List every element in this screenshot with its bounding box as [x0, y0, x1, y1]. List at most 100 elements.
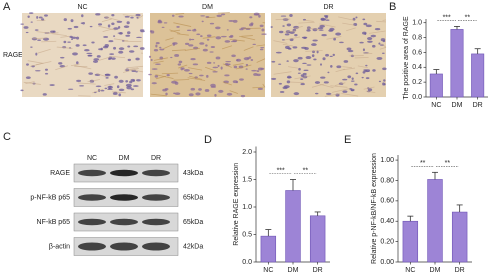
- fiber: [41, 40, 57, 43]
- nucleus: [278, 30, 284, 34]
- nucleus: [37, 39, 42, 41]
- nucleus: [215, 56, 221, 60]
- nucleus: [302, 62, 307, 65]
- band: [142, 218, 170, 226]
- y-axis-label: Relative RAGE expression: [233, 163, 240, 246]
- panel-label: A: [3, 1, 11, 13]
- nucleus: [217, 64, 220, 67]
- nucleus: [224, 40, 231, 43]
- nucleus: [339, 41, 344, 44]
- nucleus: [184, 42, 190, 46]
- nucleus: [292, 46, 298, 49]
- nucleus: [260, 47, 265, 49]
- nucleus: [75, 44, 80, 47]
- nucleus: [350, 80, 355, 82]
- y-tick-label: 0.4: [412, 64, 422, 71]
- fiber: [305, 50, 323, 52]
- nucleus: [199, 42, 205, 45]
- nucleus: [49, 84, 55, 86]
- panel-label: C: [3, 131, 11, 143]
- nucleus: [128, 50, 135, 53]
- nucleus: [243, 57, 250, 61]
- nucleus: [364, 32, 367, 36]
- fiber: [241, 35, 253, 37]
- nucleus: [325, 92, 332, 95]
- fiber: [273, 71, 292, 75]
- fiber: [256, 44, 266, 47]
- y-axis-label: Relative p-NF-kB/NF-kB expression: [371, 153, 378, 264]
- nucleus: [335, 32, 342, 36]
- nucleus: [174, 92, 181, 96]
- nucleus: [259, 48, 264, 51]
- nucleus: [116, 20, 123, 23]
- nucleus: [226, 29, 229, 31]
- nucleus: [220, 13, 226, 16]
- bar: [451, 211, 468, 263]
- nucleus: [294, 34, 298, 37]
- y-tick-label: 0.6: [412, 49, 422, 56]
- nucleus: [118, 79, 124, 83]
- band: [110, 194, 138, 201]
- fiber: [222, 81, 232, 86]
- fiber: [283, 36, 301, 41]
- nucleus: [129, 80, 133, 84]
- nucleus: [245, 68, 248, 70]
- nucleus: [178, 15, 184, 18]
- bar: [260, 235, 277, 263]
- x-tick-label: DR: [313, 267, 323, 274]
- y-tick-label: 0.8: [412, 34, 422, 41]
- nucleus: [125, 83, 132, 87]
- band: [78, 169, 106, 177]
- y-tick-label: 0.0: [412, 94, 422, 101]
- nucleus: [105, 76, 109, 79]
- nucleus: [124, 15, 130, 18]
- nucleus: [205, 44, 208, 47]
- nucleus: [82, 22, 85, 25]
- nucleus: [136, 79, 141, 82]
- fiber: [165, 37, 174, 41]
- fiber: [206, 16, 216, 19]
- x-tick-label: NC: [263, 267, 273, 274]
- nucleus: [113, 35, 116, 37]
- fiber: [239, 35, 256, 41]
- x-tick-label: NC: [405, 267, 415, 274]
- nucleus: [135, 57, 140, 61]
- fiber: [45, 32, 59, 34]
- band: [110, 169, 138, 177]
- fiber: [306, 27, 321, 31]
- fiber: [346, 27, 356, 32]
- nucleus: [114, 75, 118, 79]
- nucleus: [258, 14, 261, 18]
- nucleus: [347, 75, 352, 79]
- nucleus: [112, 92, 118, 96]
- nucleus: [178, 60, 183, 64]
- error-bar: [265, 229, 272, 237]
- fiber: [363, 52, 373, 54]
- nucleus: [374, 27, 381, 31]
- nucleus: [42, 93, 47, 96]
- nucleus: [212, 70, 218, 73]
- significance-label: **: [303, 167, 309, 174]
- nucleus: [150, 30, 155, 34]
- nucleus: [198, 88, 202, 91]
- fiber: [294, 75, 311, 80]
- significance-label: ***: [443, 14, 451, 21]
- nucleus: [300, 78, 304, 81]
- y-tick-label: 0.5: [242, 231, 252, 238]
- bar: [309, 215, 326, 263]
- nucleus: [333, 37, 336, 41]
- fiber: [332, 88, 350, 93]
- fiber: [37, 48, 51, 54]
- nucleus: [89, 25, 93, 28]
- y-tick-label: 0.80: [380, 177, 394, 184]
- nucleus: [190, 87, 196, 91]
- column-label: DR: [323, 4, 333, 11]
- band: [142, 242, 170, 251]
- lane-label: DM: [119, 155, 130, 162]
- nucleus: [127, 45, 131, 48]
- nucleus: [76, 61, 79, 65]
- fiber: [126, 65, 144, 69]
- error-bar: [454, 26, 460, 30]
- fiber: [326, 36, 342, 40]
- nucleus: [313, 58, 317, 61]
